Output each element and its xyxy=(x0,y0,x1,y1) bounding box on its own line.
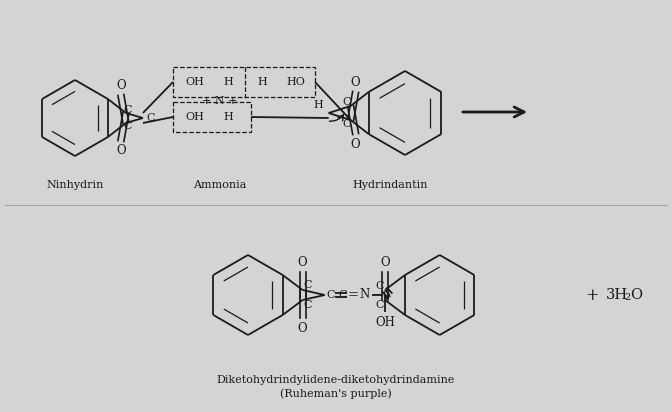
Text: O: O xyxy=(351,138,360,150)
Text: C: C xyxy=(342,119,351,129)
Text: O: O xyxy=(298,321,308,335)
Text: O: O xyxy=(116,79,126,91)
Text: C: C xyxy=(303,300,312,310)
Text: H: H xyxy=(223,112,233,122)
Text: C: C xyxy=(327,290,335,300)
Text: =: = xyxy=(347,288,358,302)
Text: Hydrindantin: Hydrindantin xyxy=(352,180,428,190)
Text: O: O xyxy=(116,145,126,157)
Text: OH: OH xyxy=(185,77,204,87)
Text: C: C xyxy=(124,105,132,115)
Text: C: C xyxy=(339,290,347,300)
Text: H: H xyxy=(223,77,233,87)
Bar xyxy=(173,102,251,132)
Text: 3H: 3H xyxy=(606,288,628,302)
Text: + N +: + N + xyxy=(202,96,238,105)
Text: (Ruheman's purple): (Ruheman's purple) xyxy=(280,389,392,399)
Text: Ninhydrin: Ninhydrin xyxy=(46,180,103,190)
Text: C: C xyxy=(124,121,132,131)
Text: C: C xyxy=(303,280,312,290)
Text: Ammonia: Ammonia xyxy=(194,180,247,190)
Text: OH: OH xyxy=(185,112,204,122)
Text: C: C xyxy=(342,97,351,107)
FancyArrowPatch shape xyxy=(329,115,343,121)
Text: C: C xyxy=(376,281,384,291)
Text: O: O xyxy=(351,75,360,89)
Text: 2: 2 xyxy=(624,293,630,302)
Text: N: N xyxy=(360,288,370,302)
Bar xyxy=(173,67,315,97)
Text: OH: OH xyxy=(375,316,395,328)
Text: HO: HO xyxy=(286,77,306,87)
Text: O: O xyxy=(380,255,390,269)
Text: C: C xyxy=(382,290,391,300)
Text: H: H xyxy=(314,100,323,110)
Text: Diketohydrindylidene-diketohydrindamine: Diketohydrindylidene-diketohydrindamine xyxy=(217,375,455,385)
Text: +: + xyxy=(585,286,599,304)
Text: H: H xyxy=(257,77,267,87)
Text: O: O xyxy=(298,255,308,269)
Text: C: C xyxy=(146,113,155,123)
Text: –: – xyxy=(374,288,380,302)
Text: O: O xyxy=(630,288,642,302)
Text: C: C xyxy=(376,300,384,310)
